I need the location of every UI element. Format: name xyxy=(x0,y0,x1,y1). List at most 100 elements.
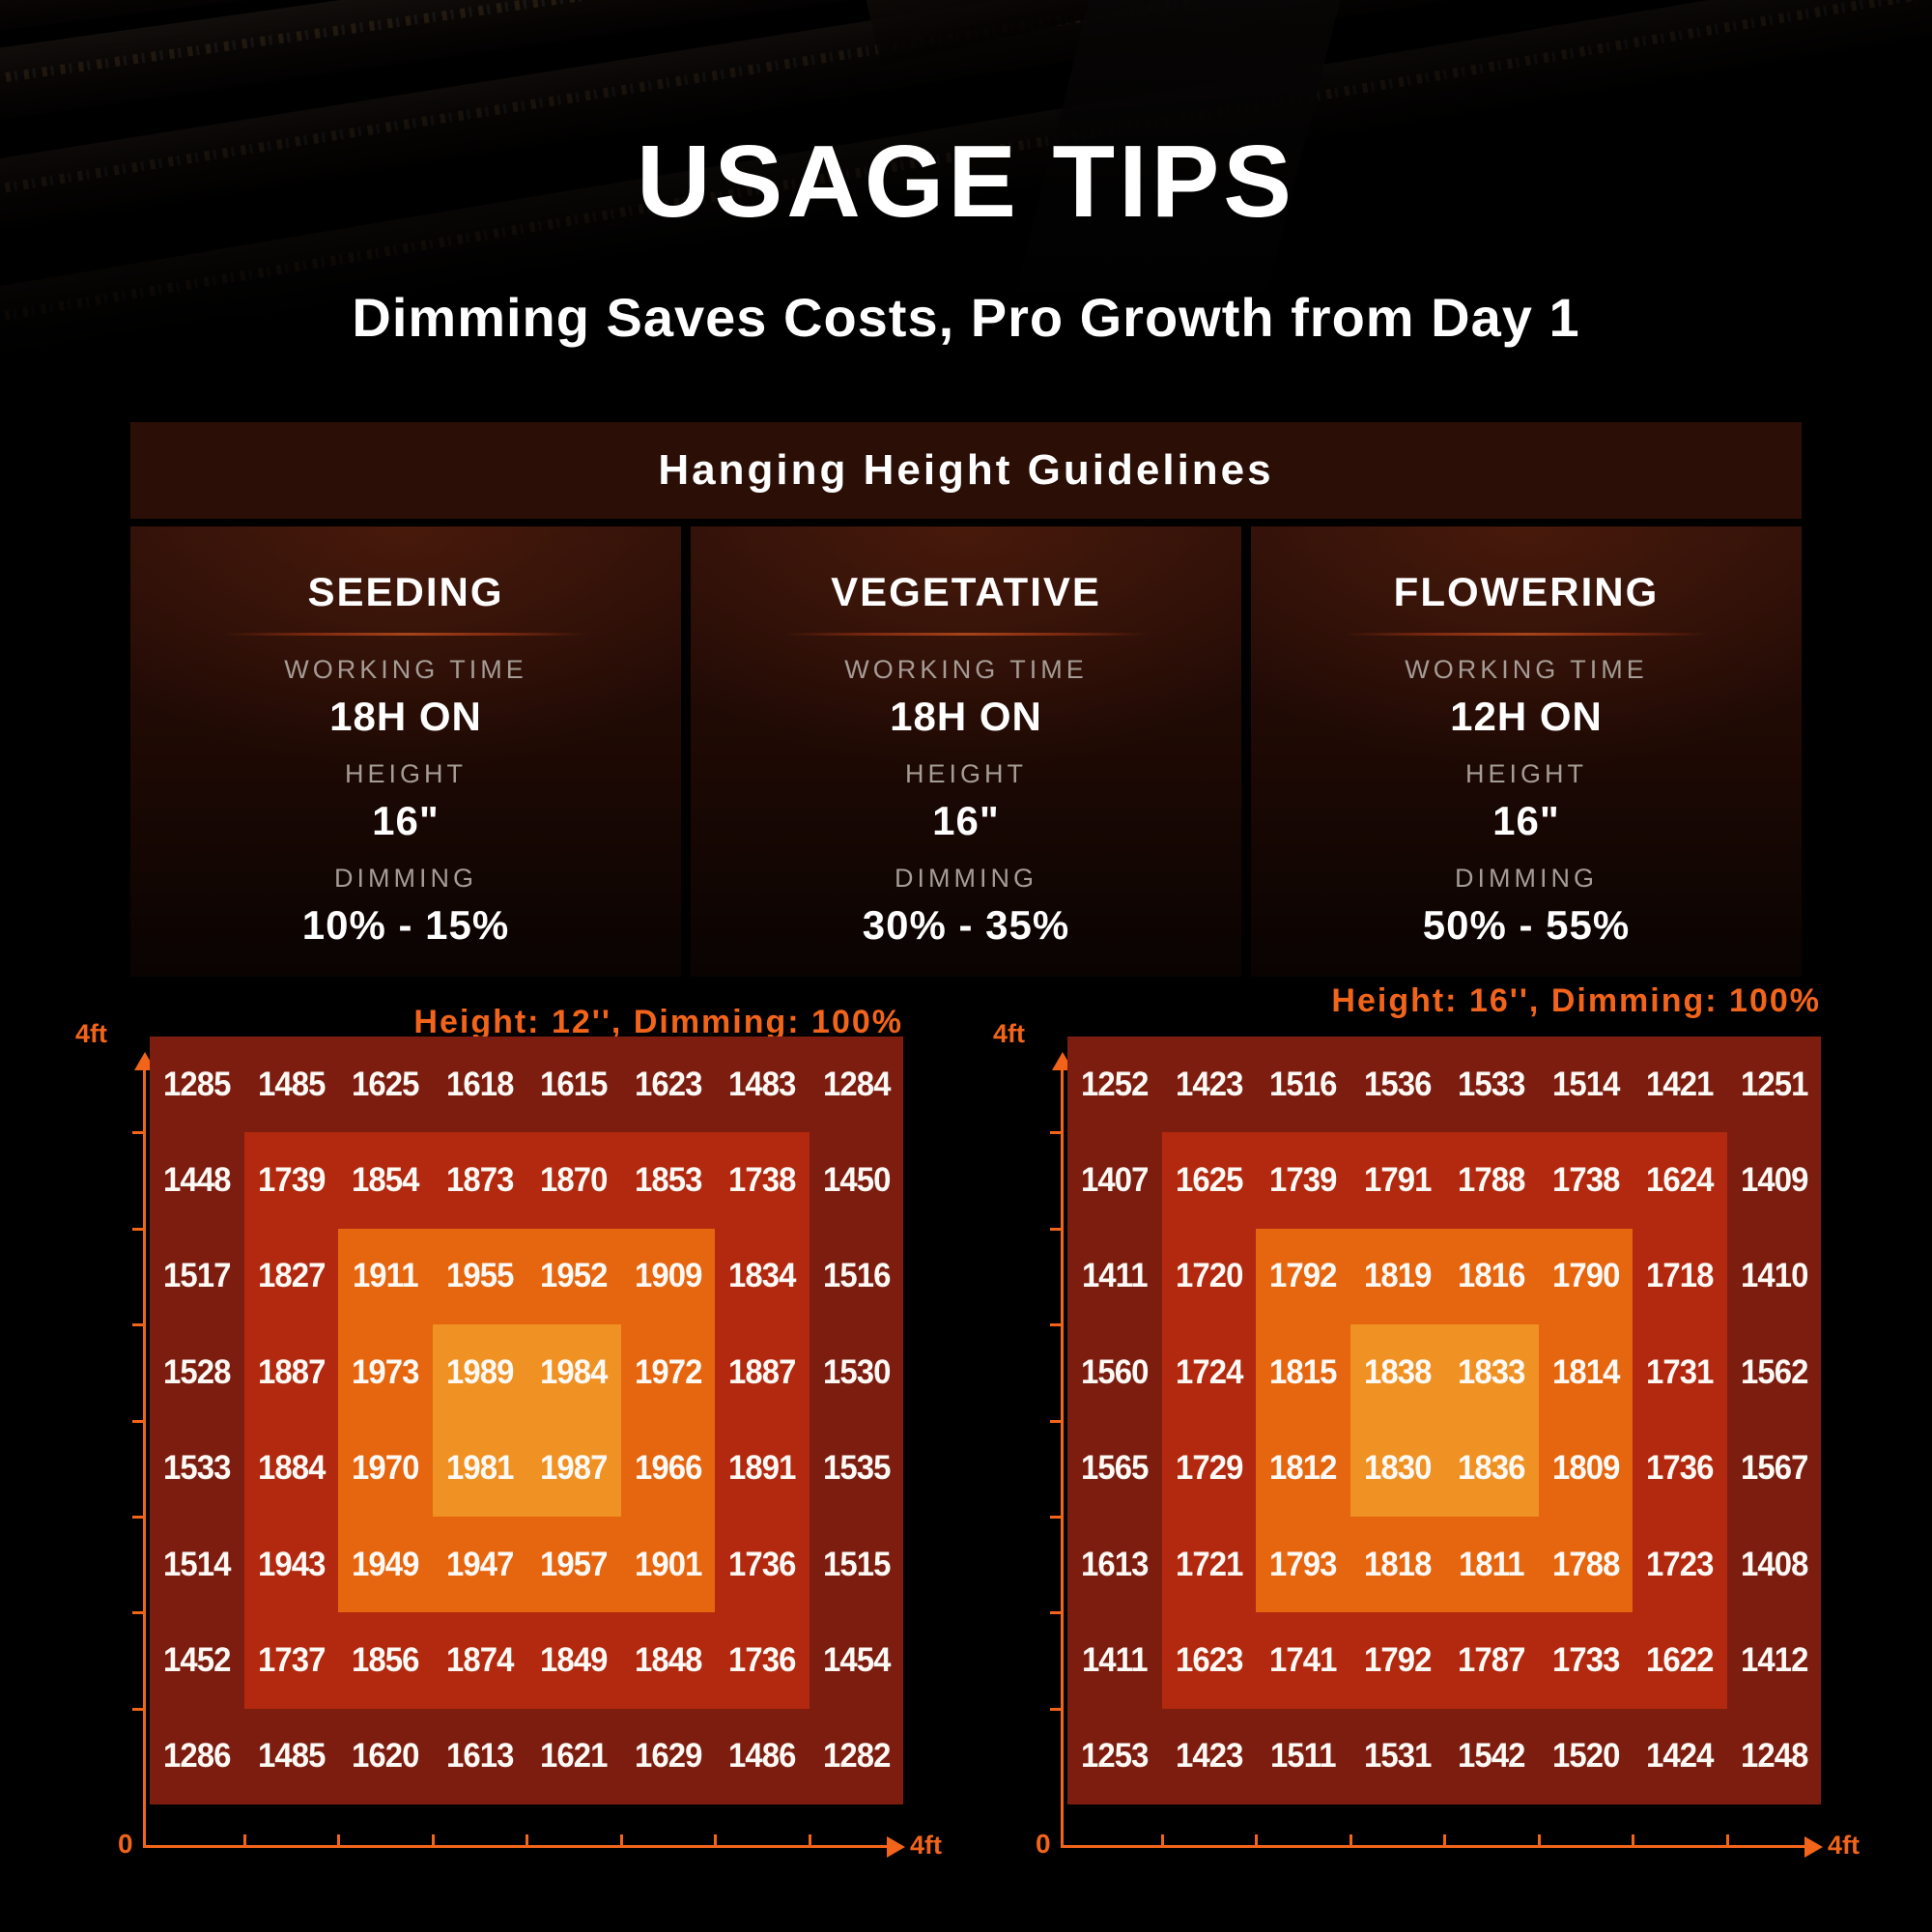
heatmap-cell: 1909 xyxy=(634,1257,702,1295)
axis-tick xyxy=(1050,1611,1062,1615)
heatmap-cell: 1423 xyxy=(1175,1065,1243,1103)
heatmap-cell: 1615 xyxy=(540,1065,608,1103)
heatmap-cell: 1901 xyxy=(634,1545,702,1583)
heatmap-cell: 1911 xyxy=(352,1257,419,1295)
axis-tick xyxy=(1050,1707,1062,1711)
dimming-value: 30% - 35% xyxy=(862,902,1070,948)
heatmap-cell: 1952 xyxy=(540,1257,608,1295)
stage-cards-row: SEEDING WORKING TIME 18H ON HEIGHT 16" D… xyxy=(130,526,1802,977)
heatmap-cell: 1943 xyxy=(257,1545,326,1583)
axis-tick xyxy=(132,1611,144,1615)
heatmap-cell: 1738 xyxy=(728,1161,796,1200)
stage-card-flowering: FLOWERING WORKING TIME 12H ON HEIGHT 16"… xyxy=(1251,526,1802,977)
axis-tick xyxy=(337,1834,340,1846)
heatmap-cell: 1739 xyxy=(1269,1161,1337,1200)
axis-tick xyxy=(132,1323,144,1327)
heatmap-cell: 1618 xyxy=(445,1065,514,1103)
axis-tick xyxy=(526,1834,528,1846)
height-label: HEIGHT xyxy=(904,759,1027,788)
heatmap-cell: 1733 xyxy=(1551,1640,1620,1679)
heatmap-cell: 1454 xyxy=(822,1640,891,1679)
heatmap-cell: 1814 xyxy=(1551,1352,1620,1391)
x-axis-line xyxy=(1061,1845,1806,1848)
y-axis-line xyxy=(143,1069,146,1847)
heatmap-cell: 1739 xyxy=(257,1161,326,1200)
axis-tick xyxy=(1160,1834,1164,1846)
x-axis-ticks xyxy=(1067,1834,1821,1846)
heatmap-cell: 1811 xyxy=(1458,1545,1525,1583)
axis-tick xyxy=(132,1419,144,1423)
heatmap-cell: 1452 xyxy=(163,1640,231,1679)
axis-tick xyxy=(132,1131,144,1135)
heatmap-cell: 1623 xyxy=(634,1065,702,1103)
dimming-label: DIMMING xyxy=(334,864,477,893)
heatmap-cell: 1516 xyxy=(822,1257,891,1295)
heatmap-cell: 1423 xyxy=(1175,1737,1243,1776)
axis-tick xyxy=(1632,1834,1634,1846)
heatmap-cell: 1884 xyxy=(257,1449,326,1488)
stage-name: SEEDING xyxy=(307,569,504,614)
x-axis-ticks xyxy=(150,1834,903,1846)
working-time-label: WORKING TIME xyxy=(844,655,1088,684)
heatmap-cell: 1949 xyxy=(352,1545,419,1583)
heatmap-zone-4 xyxy=(432,1324,621,1517)
heatmap-cell: 1536 xyxy=(1363,1065,1432,1103)
guidelines-header-bar: Hanging Height Guidelines xyxy=(130,422,1802,519)
heatmap-cell: 1535 xyxy=(822,1449,891,1488)
heatmap-cell: 1410 xyxy=(1740,1257,1808,1295)
heatmap-cell: 1483 xyxy=(728,1065,796,1103)
heatmap-cell: 1827 xyxy=(257,1257,326,1295)
heatmap-cell: 1285 xyxy=(163,1065,231,1103)
heatmap-cell: 1887 xyxy=(728,1352,796,1391)
heatmap-cell: 1520 xyxy=(1551,1737,1620,1776)
heatmap-cell: 1516 xyxy=(1269,1065,1337,1103)
heatmap-cell: 1792 xyxy=(1363,1640,1432,1679)
heatmap-cell: 1792 xyxy=(1269,1257,1337,1295)
axis-tick xyxy=(714,1834,717,1846)
y-axis-max-label: 4ft xyxy=(75,1019,107,1048)
height-label: HEIGHT xyxy=(344,759,467,788)
heatmap-cell: 1737 xyxy=(257,1640,326,1679)
heatmap-cell: 1809 xyxy=(1551,1449,1620,1488)
heatmap-cell: 1788 xyxy=(1458,1161,1525,1200)
working-time-label: WORKING TIME xyxy=(1405,655,1648,684)
ppfd-heatmap-16in: Height: 16'', Dimming: 100% 4ft 1252 1423… xyxy=(985,980,1860,1908)
heatmap-cell: 1838 xyxy=(1363,1352,1432,1391)
x-axis-line xyxy=(143,1845,889,1848)
x-axis-origin-label: 0 xyxy=(1036,1829,1051,1859)
heatmap-cell: 1870 xyxy=(540,1161,608,1200)
heatmap-cell: 1718 xyxy=(1646,1257,1714,1295)
heatmap-cell: 1515 xyxy=(822,1545,891,1583)
heatmap-cell: 1567 xyxy=(1740,1449,1808,1488)
heatmap-plot: 1252 1423 1516 1536 1533 1514 1421 1251 1407 1625… xyxy=(1067,1037,1821,1804)
heatmap-cell: 1613 xyxy=(1081,1545,1149,1583)
heatmap-cell: 1411 xyxy=(1081,1640,1149,1679)
heatmap-cell: 1530 xyxy=(822,1352,891,1391)
heatmap-cell: 1613 xyxy=(445,1737,514,1776)
heatmap-cell: 1731 xyxy=(1646,1352,1714,1391)
heatmap-cell: 1286 xyxy=(163,1737,231,1776)
axis-tick xyxy=(808,1834,811,1846)
height-label: HEIGHT xyxy=(1464,759,1587,788)
heatmap-cell: 1407 xyxy=(1081,1161,1149,1200)
ppfd-heatmap-12in: Height: 12'', Dimming: 100% 4ft 1285 1485… xyxy=(68,980,942,1908)
heatmap-cell: 1873 xyxy=(445,1161,514,1200)
heatmap-cell: 1887 xyxy=(257,1352,326,1391)
axis-tick xyxy=(1255,1834,1258,1846)
heatmap-cell: 1830 xyxy=(1363,1449,1432,1488)
heatmap-cell: 1729 xyxy=(1175,1449,1243,1488)
axis-tick xyxy=(1050,1515,1062,1519)
heatmap-cell: 1622 xyxy=(1646,1640,1714,1679)
heatmap-cell: 1987 xyxy=(540,1449,608,1488)
heatmap-cell: 1724 xyxy=(1175,1352,1243,1391)
heatmap-cell: 1485 xyxy=(257,1737,326,1776)
heatmap-cell: 1723 xyxy=(1646,1545,1714,1583)
heatmap-cell: 1531 xyxy=(1363,1737,1432,1776)
heatmap-cell: 1625 xyxy=(352,1065,419,1103)
heatmap-cell: 1624 xyxy=(1646,1161,1714,1200)
axis-tick xyxy=(132,1227,144,1231)
axis-tick xyxy=(619,1834,623,1846)
heatmap-plot: 1285 1485 1625 1618 1615 1623 1483 1284 1448 1739… xyxy=(150,1037,903,1804)
heatmap-cell: 1812 xyxy=(1269,1449,1337,1488)
